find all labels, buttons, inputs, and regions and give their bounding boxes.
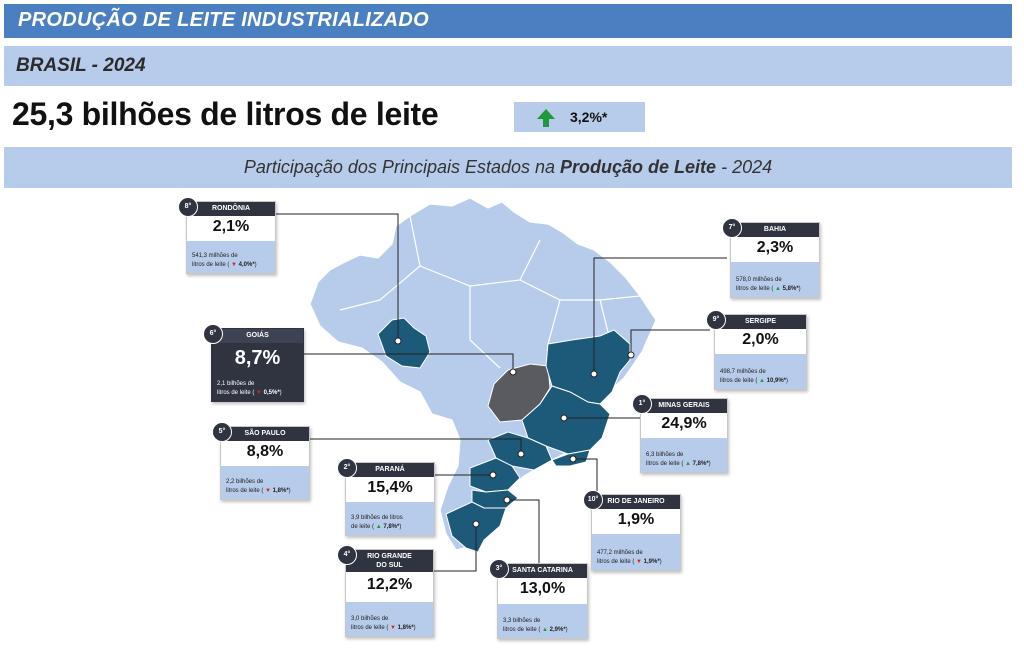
- state-card-rondonia: RONDÔNIA 8° 2,1% 541,3 milhões de litros …: [178, 197, 276, 274]
- growth-value: 3,2%*: [570, 109, 608, 125]
- leader-lines: [274, 213, 727, 572]
- state-name: RIO GRANDE DO SUL: [346, 550, 433, 572]
- arrow-up-icon: ▲: [375, 524, 382, 530]
- state-volume: 541,3 milhões de litros de leite ( ▼ 4,0%…: [192, 253, 257, 268]
- state-volume: 3,3 bilhões de litros de leite ( ▲ 2,9%*): [503, 618, 568, 633]
- state-card-rio-grande-do-sul: RIO GRANDE DO SUL 4° 12,2% 3,0 bilhões de…: [337, 545, 434, 637]
- state-card-minas-gerais: MINAS GERAIS 1° 24,9% 6,3 bilhões de litr…: [632, 394, 728, 473]
- state-share: 8,8%: [246, 443, 284, 460]
- page-subtitle: BRASIL - 2024: [16, 55, 146, 76]
- state-volume: 477,2 milhões de litros de leite ( ▼ 1,9%…: [597, 550, 662, 565]
- rank-badge: 10°: [583, 490, 603, 510]
- state-card-rio-de-janeiro: RIO DE JANEIRO 10° 1,9% 477,2 milhões de…: [583, 490, 681, 571]
- rank-badge: 5°: [212, 422, 232, 442]
- rank-badge: 7°: [722, 218, 742, 238]
- subtitle-bar: BRASIL - 2024: [4, 46, 1012, 86]
- state-name: SERGIPE: [715, 315, 806, 329]
- state-share: 8,7%: [234, 347, 281, 369]
- state-share: 15,4%: [367, 479, 413, 496]
- state-card-sergipe: SERGIPE 9° 2,0% 498,7 milhões de litros d…: [706, 310, 807, 390]
- rank-badge: 9°: [706, 310, 726, 330]
- state-name: RONDÔNIA: [187, 202, 275, 216]
- chart-title: Participação dos Principais Estados na P…: [243, 157, 773, 177]
- state-card-parana: PARANÁ 2° 15,4% 3,9 bilhões de litros de …: [337, 458, 435, 536]
- arrow-down-icon: ▼: [256, 390, 262, 396]
- state-name: BAHIA: [731, 223, 819, 237]
- state-card-sao-paulo: SÃO PAULO 5° 8,8% 2,2 bilhões de litros d…: [212, 422, 310, 500]
- rank-badge: 3°: [489, 559, 509, 579]
- state-share: 2,1%: [212, 218, 250, 235]
- arrow-down-icon: ▼: [390, 625, 396, 631]
- arrow-down-icon: ▼: [231, 262, 237, 268]
- arrow-up-icon: ▲: [685, 461, 691, 467]
- state-volume: 3,0 bilhões de litros de leite ( ▼ 1,8%*): [351, 616, 416, 631]
- state-markers: [394, 337, 635, 528]
- chart-title-bar: Participação dos Principais Estados na P…: [4, 147, 1012, 188]
- state-share: 12,2%: [366, 576, 413, 593]
- state-share: 2,3%: [756, 239, 794, 256]
- state-borders: [339, 215, 641, 369]
- growth-badge: 3,2%*: [514, 102, 645, 132]
- state-volume: 3,9 bilhões de litros de leite ( ▲ 7,8%*): [351, 515, 403, 530]
- state-card-goias: GOIÁS 6° 8,7% 2,1 bilhões de litros de le…: [203, 324, 304, 402]
- state-card-santa-catarina: SANTA CATARINA 3° 13,0% 3,3 bilhões de li…: [489, 559, 588, 639]
- state-name: SANTA CATARINA: [498, 564, 587, 578]
- arrow-up-icon: [537, 109, 555, 127]
- state-volume: 6,3 bilhões de litros de leite ( ▲ 7,8%*): [646, 452, 711, 467]
- rank-badge: 4°: [337, 545, 357, 565]
- arrow-down-icon: ▼: [636, 559, 642, 565]
- state-share: 24,9%: [661, 415, 707, 432]
- title-bar: PRODUÇÃO DE LEITE INDUSTRIALIZADO: [4, 4, 1012, 38]
- state-name: GOIÁS: [212, 329, 303, 343]
- rank-badge: 8°: [178, 197, 198, 217]
- state-share: 2,0%: [742, 331, 779, 348]
- state-name: PARANÁ: [346, 463, 434, 477]
- arrow-up-icon: ▲: [775, 286, 781, 292]
- arrow-up-icon: ▲: [759, 378, 765, 384]
- arrow-down-icon: ▼: [265, 488, 271, 494]
- state-volume: 2,2 bilhões de litros de leite ( ▼ 1,8%*): [226, 479, 291, 494]
- state-name: MINAS GERAIS: [641, 399, 727, 413]
- state-name: RIO DE JANEIRO: [592, 495, 680, 509]
- rank-badge: 2°: [337, 458, 357, 478]
- rank-badge: 1°: [632, 394, 652, 414]
- state-volume: 578,0 milhões de litros de leite ( ▲ 5,8%…: [736, 277, 801, 292]
- arrow-up-icon: ▲: [542, 627, 548, 633]
- state-share: 13,0%: [519, 580, 566, 597]
- rank-badge: 6°: [203, 324, 223, 344]
- state-name: SÃO PAULO: [221, 427, 309, 441]
- state-volume: 498,7 milhões de litros de leite ( ▲ 10,9…: [720, 369, 789, 384]
- page-title: PRODUÇÃO DE LEITE INDUSTRIALIZADO: [18, 9, 430, 31]
- total-production: 25,3 bilhões de litros de leite: [12, 96, 439, 132]
- state-card-bahia: BAHIA 7° 2,3% 578,0 milhões de litros de …: [722, 218, 820, 298]
- state-volume: 2,1 bilhões de litros de leite ( ▼ 0,5%*): [217, 381, 282, 396]
- state-share: 1,9%: [617, 511, 655, 528]
